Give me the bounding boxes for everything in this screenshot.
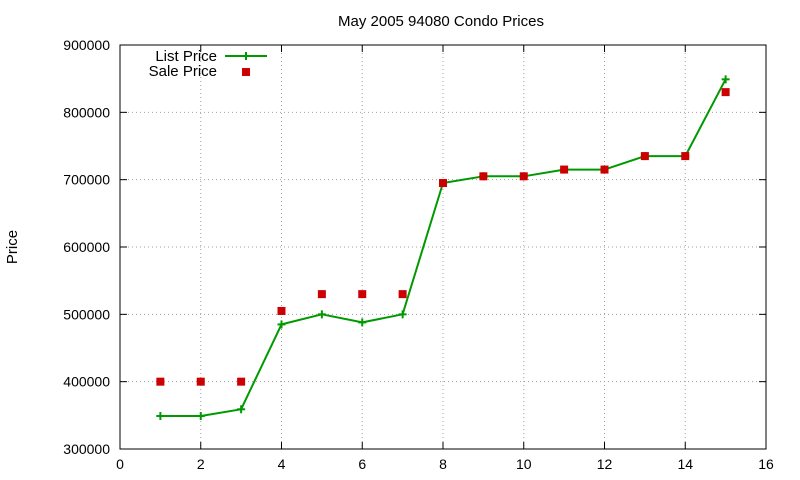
axis-ticks: 0 2 4 6 8 10 12 14 16 300000 400000 500000 600000 700… (63, 37, 774, 472)
x-tick-label: 16 (758, 456, 774, 472)
series-list-price (156, 75, 730, 421)
sale-price-point (237, 377, 246, 386)
sale-price-point (317, 290, 326, 299)
sale-price-point (156, 377, 165, 386)
x-tick-label: 6 (358, 456, 366, 472)
list-price-point (317, 310, 326, 319)
y-tick-label: 300000 (63, 441, 110, 457)
list-price-point (196, 412, 205, 421)
list-price-point (156, 412, 165, 421)
y-tick-label: 700000 (63, 172, 110, 188)
y-tick-label: 600000 (63, 239, 110, 255)
sale-price-point (358, 290, 367, 299)
list-price-point (721, 75, 730, 84)
list-price-point (398, 310, 407, 319)
list-price-point (237, 405, 246, 414)
x-tick-label: 14 (677, 456, 693, 472)
x-tick-label: 4 (278, 456, 286, 472)
y-tick-label: 800000 (63, 104, 110, 120)
sale-price-point (600, 165, 609, 174)
y-axis-label: Price (4, 230, 21, 264)
sale-price-point (721, 88, 730, 97)
y-tick-label: 500000 (63, 306, 110, 322)
sale-price-point (439, 179, 447, 188)
plot-series (156, 75, 730, 421)
list-price-point (277, 320, 286, 329)
grid (120, 45, 766, 449)
chart-title: May 2005 94080 Condo Prices (338, 13, 544, 30)
legend-label-list-price: List Price (155, 48, 217, 65)
x-tick-label: 12 (597, 456, 613, 472)
sale-price-point (398, 290, 407, 299)
x-tick-label: 8 (439, 456, 447, 472)
sale-price-point (479, 172, 488, 181)
legend-swatch-sale-price (242, 68, 250, 76)
list-price-point (358, 318, 367, 327)
sale-price-point (681, 152, 690, 161)
sale-price-point (519, 172, 528, 181)
x-tick-label: 2 (197, 456, 205, 472)
x-tick-label: 10 (516, 456, 532, 472)
x-tick-label: 0 (116, 456, 124, 472)
plot-frame (119, 44, 767, 450)
y-tick-label: 400000 (63, 374, 110, 390)
sale-price-point (277, 306, 286, 315)
sale-price-point (196, 377, 205, 386)
legend-label-sale-price: Sale Price (149, 63, 217, 80)
legend: List Price Sale Price (149, 48, 267, 80)
legend-marker-list-price (242, 52, 250, 60)
series-sale-price (156, 88, 730, 386)
y-tick-label: 900000 (63, 37, 110, 53)
sale-price-point (640, 152, 649, 161)
sale-price-point (560, 165, 569, 174)
